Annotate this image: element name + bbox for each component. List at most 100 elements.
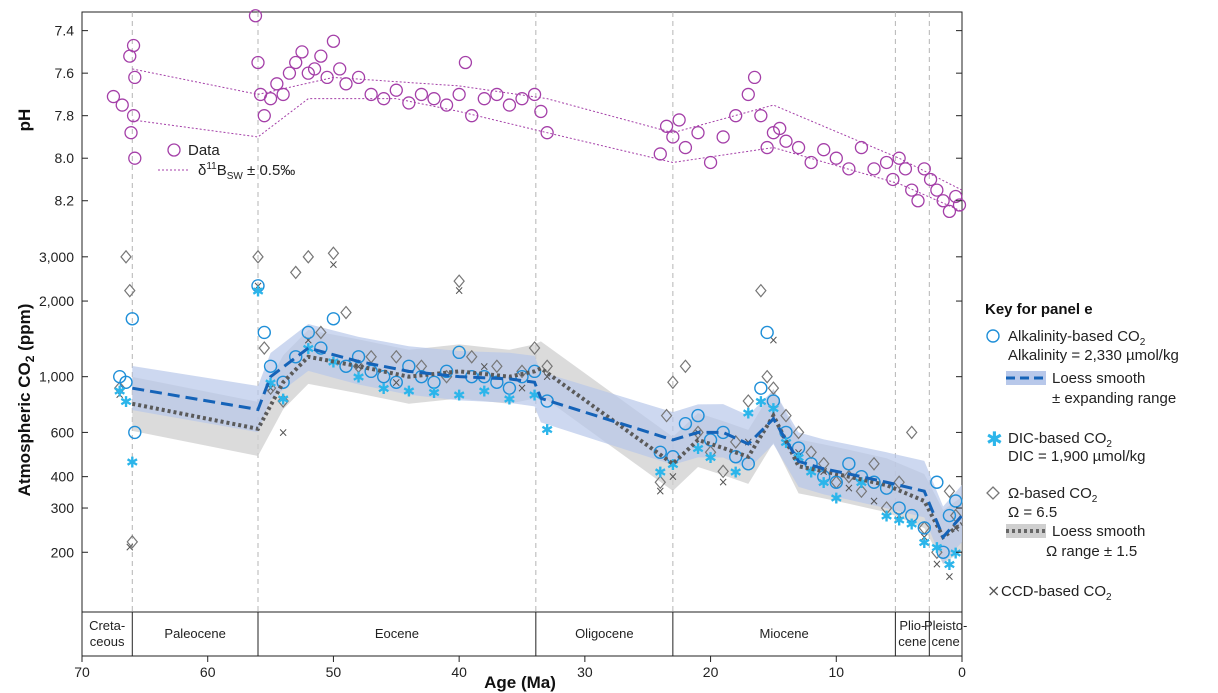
- key-ccd-b: 2: [1106, 592, 1112, 603]
- ccd-point: ×: [932, 557, 942, 571]
- alkalinity-point: [691, 408, 705, 423]
- alkalinity-loess-line: [132, 346, 964, 540]
- dic-point: ✱: [704, 449, 717, 467]
- ph-point: [307, 62, 322, 76]
- omega-point: [315, 325, 327, 340]
- ph-point: [936, 194, 950, 208]
- ph-point: [115, 98, 129, 112]
- key-alk-a: Alkalinity-based CO: [1008, 328, 1140, 345]
- omega-point: [123, 283, 136, 298]
- ph-point: [703, 155, 718, 170]
- alkalinity-point: [125, 312, 139, 326]
- ph-point: [817, 143, 831, 157]
- ccd-point: ×: [253, 279, 263, 293]
- loess-range-band: [132, 323, 963, 564]
- epoch-label-line2: cene: [932, 634, 960, 649]
- ph-point: [248, 9, 263, 23]
- ph-point: [276, 87, 290, 102]
- alkalinity-point: [760, 325, 774, 340]
- ph-point: [402, 96, 416, 110]
- dic-point: ✱: [893, 512, 906, 530]
- ph-point: [842, 162, 856, 176]
- ph-point: [867, 162, 881, 176]
- co2-axis-title-sub: 2: [23, 355, 37, 362]
- ph-tick-label: 7.6: [55, 65, 75, 81]
- alkalinity-point: [251, 279, 265, 293]
- ph-point: [458, 55, 473, 70]
- ph-point: [678, 140, 693, 155]
- alkalinity-point: [128, 425, 142, 440]
- ph-point: [126, 109, 141, 123]
- ph-point: [295, 45, 309, 59]
- key-omega-label: Ω-based CO2: [1008, 485, 1098, 505]
- ph-point: [666, 130, 680, 144]
- ph-point: [339, 77, 353, 91]
- ph-point: [653, 147, 667, 161]
- ph-point: [911, 194, 925, 208]
- epoch-bar: [81, 611, 963, 657]
- omega-point: [491, 359, 503, 374]
- key-oloess1: Loess smooth: [1052, 523, 1145, 540]
- omega-point: [679, 359, 692, 374]
- ccd-point: ×: [894, 509, 904, 523]
- alkalinity-point: [930, 475, 944, 489]
- ph-point: [540, 126, 554, 140]
- ccd-point: ×: [844, 481, 854, 495]
- ccd-point: ×: [668, 470, 678, 484]
- dic-point: ✱: [113, 383, 126, 401]
- dic-point: ✱: [503, 390, 516, 408]
- co2-tick-label: 200: [51, 544, 75, 560]
- dic-point: ✱: [654, 463, 667, 481]
- omega-range-band: [132, 329, 963, 565]
- omega-point: [717, 464, 729, 479]
- alkalinity-point: [502, 381, 517, 395]
- ph-point: [886, 172, 900, 187]
- ph-point: [502, 98, 517, 112]
- alkalinity-point: [276, 375, 290, 389]
- ph-point: [779, 134, 793, 148]
- ph-point: [326, 34, 341, 48]
- dic-point: ✱: [377, 380, 390, 398]
- omega-point: [340, 305, 352, 320]
- ccd-point: ×: [919, 530, 929, 544]
- co2-axis-title-main: Atmospheric CO: [15, 362, 34, 496]
- ph-tick-label: 7.8: [55, 108, 75, 124]
- dic-point: ✱: [453, 386, 466, 404]
- x-tick-label: 20: [703, 664, 719, 680]
- key-dic-b: 2: [1106, 439, 1112, 450]
- omega-point: [742, 394, 755, 408]
- dic-point: ✱: [931, 539, 944, 557]
- alkalinity-point: [427, 375, 441, 389]
- co2-data-points: ××××××××××××××××××××××××××××✱✱✱✱✱✱✱✱✱✱ ✱ ✱…: [113, 246, 963, 584]
- omega-point: [761, 369, 773, 384]
- epoch-label-line2: cene: [898, 634, 926, 649]
- key-om-a: Ω-based CO: [1008, 485, 1092, 502]
- alkalinity-point: [452, 345, 466, 360]
- alkalinity-point: [301, 325, 315, 340]
- ph-point: [289, 55, 303, 70]
- dic-point: ✱: [667, 456, 680, 474]
- ph-legend-band-label: δ11BSW ± 0.5‰: [198, 161, 295, 182]
- alkalinity-point: [892, 501, 906, 515]
- ccd-point: ×: [266, 381, 276, 395]
- dic-point: ✱: [403, 383, 416, 401]
- epoch-label: Eocene: [375, 626, 419, 641]
- boundary-dashes: [131, 12, 930, 612]
- ph-point: [829, 151, 843, 165]
- key-alkalinity-label: Alkalinity-based CO2: [1008, 328, 1146, 348]
- ph-point: [477, 92, 491, 106]
- ph-legend-b: B: [217, 162, 227, 179]
- dic-point: ✱: [830, 490, 843, 508]
- omega-point: [465, 349, 478, 364]
- ph-legend-rest: ± 0.5‰: [243, 162, 295, 179]
- dic-point: ✱: [528, 386, 541, 404]
- alkalinity-point: [754, 381, 768, 395]
- key-dic-a: DIC-based CO: [1008, 430, 1106, 447]
- ph-legend-delta: δ: [198, 162, 206, 179]
- ph-point: [747, 70, 762, 85]
- alkalinity-point: [289, 350, 303, 364]
- dic-point: ✱: [692, 440, 705, 458]
- ccd-point: ×: [125, 540, 135, 554]
- alkalinity-point: [917, 521, 931, 535]
